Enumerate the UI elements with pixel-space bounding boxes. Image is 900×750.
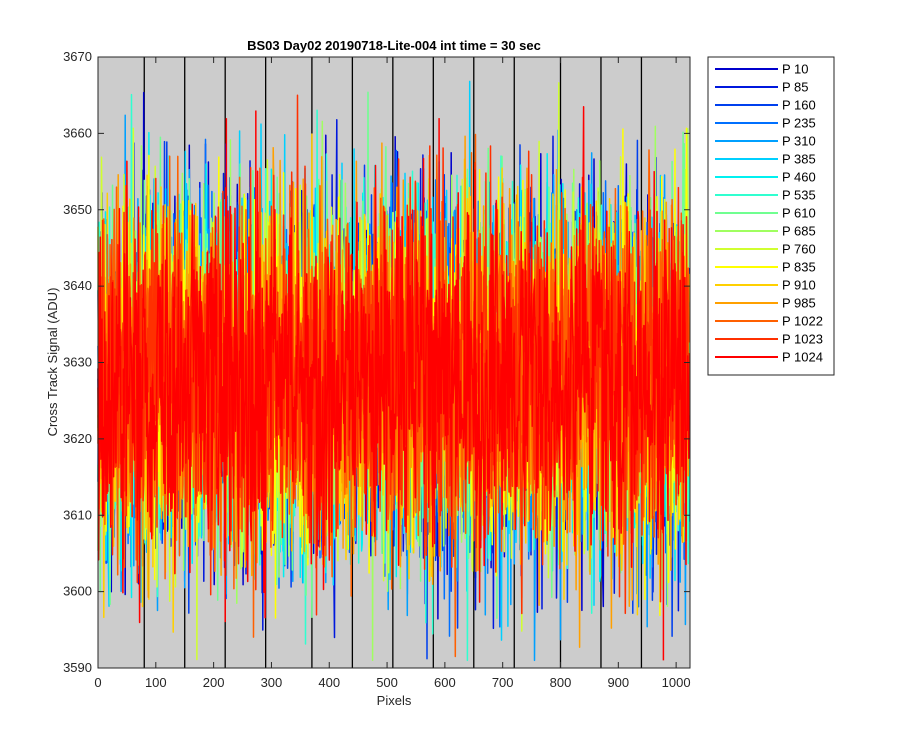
y-tick-label: 3650 bbox=[63, 202, 92, 217]
x-axis-ticks: 0 100 200 300 400 500 600 700 800 900 1000 bbox=[94, 57, 691, 690]
y-axis-label: Cross Track Signal (ADU) bbox=[45, 288, 60, 437]
x-tick-label: 300 bbox=[261, 675, 283, 690]
y-tick-label: 3600 bbox=[63, 584, 92, 599]
x-tick-label: 500 bbox=[376, 675, 398, 690]
x-tick-label: 800 bbox=[550, 675, 572, 690]
x-tick-label: 0 bbox=[94, 675, 101, 690]
legend-label: P 1023 bbox=[782, 332, 823, 347]
legend-label: P 985 bbox=[782, 296, 816, 311]
series-line bbox=[97, 105, 691, 624]
legend-label: P 835 bbox=[782, 260, 816, 275]
legend-label: P 760 bbox=[782, 242, 816, 257]
y-tick-label: 3630 bbox=[63, 355, 92, 370]
legend-label: P 310 bbox=[782, 134, 816, 149]
legend-label: P 10 bbox=[782, 62, 809, 77]
chart-title: BS03 Day02 20190718-Lite-004 int time = … bbox=[247, 38, 541, 53]
legend-label: P 1024 bbox=[782, 350, 823, 365]
y-tick-label: 3640 bbox=[63, 278, 92, 293]
legend-label: P 1022 bbox=[782, 314, 823, 329]
x-tick-label: 400 bbox=[318, 675, 340, 690]
legend-label: P 910 bbox=[782, 278, 816, 293]
x-tick-label: 900 bbox=[607, 675, 629, 690]
legend-label: P 460 bbox=[782, 170, 816, 185]
y-axis-ticks: 3590 3600 3610 3620 3630 3640 3650 3660 3670 bbox=[63, 49, 690, 675]
legend-label: P 385 bbox=[782, 152, 816, 167]
x-tick-label: 200 bbox=[203, 675, 225, 690]
legend-label: P 235 bbox=[782, 116, 816, 131]
legend-label: P 685 bbox=[782, 224, 816, 239]
y-tick-label: 3660 bbox=[63, 125, 92, 140]
y-tick-label: 3670 bbox=[63, 49, 92, 64]
x-tick-label: 100 bbox=[145, 675, 167, 690]
series-layer bbox=[97, 80, 691, 662]
legend-label: P 85 bbox=[782, 80, 809, 95]
legend-label: P 160 bbox=[782, 98, 816, 113]
x-tick-label: 700 bbox=[492, 675, 514, 690]
x-axis-label: Pixels bbox=[377, 693, 412, 708]
legend: P 10 P 85 P 160 P 235 P 310 P 385 P 460 P 535 P … bbox=[707, 56, 835, 376]
legend-label: P 535 bbox=[782, 188, 816, 203]
x-tick-label: 600 bbox=[434, 675, 456, 690]
y-tick-label: 3620 bbox=[63, 431, 92, 446]
y-tick-label: 3610 bbox=[63, 507, 92, 522]
y-tick-label: 3590 bbox=[63, 660, 92, 675]
x-tick-label: 1000 bbox=[662, 675, 691, 690]
legend-label: P 610 bbox=[782, 206, 816, 221]
